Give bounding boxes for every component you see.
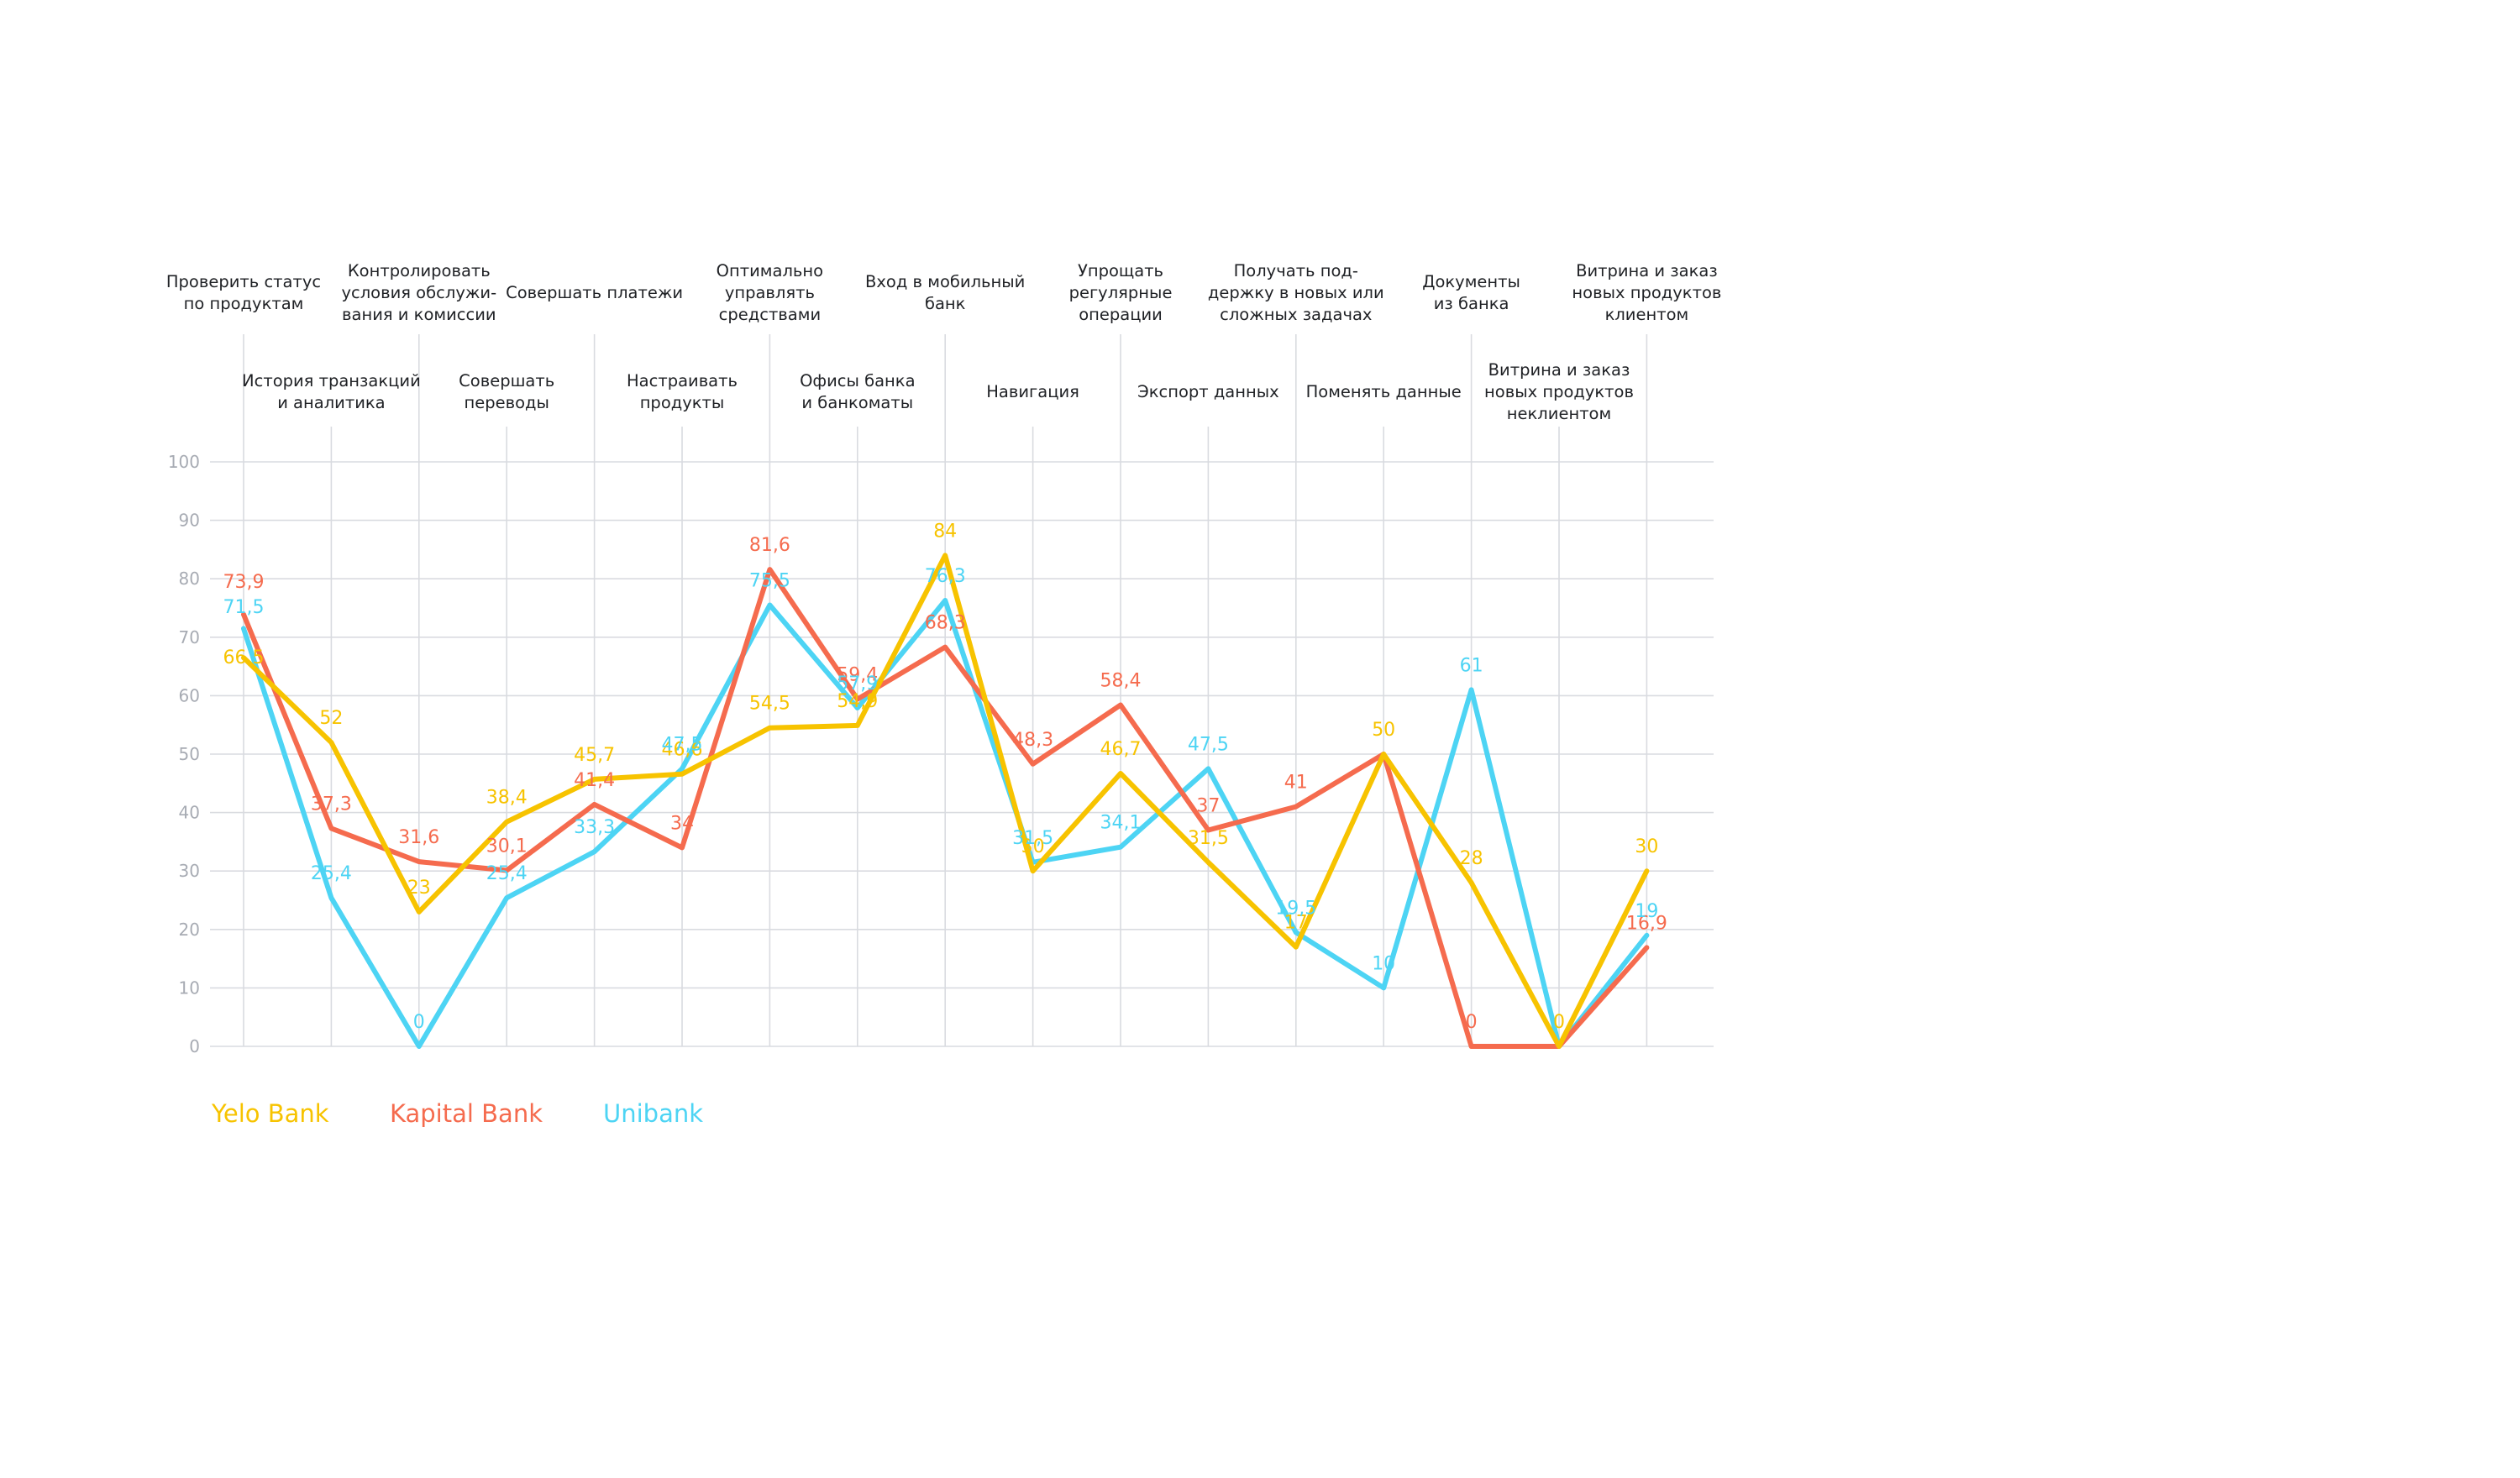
data-label: 45,7 [574,745,615,766]
data-label: 30,1 [486,836,528,857]
data-label: 58,4 [1100,671,1142,692]
data-label: 33,3 [574,817,615,838]
data-label: 46,7 [1100,739,1142,760]
data-label: 25,4 [311,863,352,884]
category-label: Совершать платежи [506,283,683,302]
grid [210,461,1714,1047]
category-label: Оптимально управлять средствами [717,261,823,324]
category-label: Документы из банка [1422,272,1520,313]
data-label: 54,5 [749,694,790,715]
category-label: Навигация [986,382,1079,401]
data-label: 68,3 [925,613,966,634]
data-label: 41,4 [574,770,615,791]
data-label: 52 [319,708,343,729]
data-label: 31,5 [1188,828,1229,849]
data-label: 54,9 [837,691,878,712]
category-label: Витрина и заказ новых продуктов клиентом [1572,261,1721,324]
legend: Yelo Bank Kapital Bank Unibank [211,1099,703,1128]
y-tick-label: 90 [179,511,200,531]
category-labels: Проверить статус по продуктам История тран… [166,261,1721,423]
data-label: 0 [413,1012,425,1033]
legend-item-unibank: Unibank [603,1099,703,1128]
category-label: Проверить статус по продуктам [166,272,321,313]
data-label: 47,5 [1188,734,1229,755]
category-label: Упрощать регулярные операции [1069,261,1173,324]
data-label: 34 [670,813,694,834]
data-label: 28 [1460,848,1483,869]
y-tick-label: 40 [179,803,200,823]
series-line-yelo-bank [241,553,1650,1049]
data-label: 16,9 [1626,913,1667,934]
data-label: 30 [1021,836,1045,857]
data-label: 17 [1284,913,1308,934]
series-line-kapital-bank [241,567,1650,1049]
category-label: Офисы банка и банкоматы [800,371,915,412]
data-label: 10 [1372,953,1395,974]
data-label: 0 [1466,1012,1478,1033]
y-tick-label: 20 [179,920,200,940]
data-label: 31,6 [398,827,439,848]
y-tick-label: 60 [179,685,200,705]
data-label: 76,3 [925,566,966,587]
data-labels: 66,5 52 23 38,4 45,7 46,6 54,5 54,9 84 30 46,7 31,5… [223,521,1667,1033]
category-guides [243,334,1648,1046]
data-label: 41 [1284,773,1308,794]
data-label: 30 [1635,836,1658,857]
category-label: Поменять данные [1306,382,1462,401]
data-label: 46,6 [662,740,703,761]
data-label: 84 [933,521,957,542]
data-label: 75,5 [749,571,790,592]
category-label: Совершать переводы [459,371,554,412]
data-label: 50 [1372,720,1395,741]
data-label: 23 [407,878,431,899]
data-label: 19,5 [1275,898,1316,919]
data-label: 81,6 [749,535,790,556]
data-label: 61 [1460,655,1483,676]
data-label: 0 [1553,1012,1565,1033]
data-label: 37,3 [311,794,352,815]
data-label: 34,1 [1100,813,1142,834]
y-tick-label: 10 [179,977,200,998]
y-tick-label: 0 [189,1036,200,1056]
data-label: 37 [1196,795,1220,816]
y-tick-label: 70 [179,627,200,647]
data-label: 31,5 [1012,828,1053,849]
category-label: Контролировать условия обслужи-вания и ко… [341,261,496,324]
data-label: 38,4 [486,788,528,809]
legend-item-yelo-bank: Yelo Bank [211,1099,329,1128]
y-tick-label: 100 [168,452,200,472]
category-label: Настраивать продукты [627,371,738,412]
category-label: Витрина и заказ новых продуктов неклиентом [1484,360,1634,423]
data-label: 73,9 [223,572,265,593]
series-lines [241,553,1650,1049]
category-label: Вход в мобильный банк [865,272,1025,313]
data-label: 25,4 [486,863,528,884]
category-label: История транзакций и аналитика [242,371,421,412]
data-label: 19 [1635,901,1658,922]
data-label: 47,5 [662,734,703,755]
y-axis-ticks: 0 10 20 30 40 50 60 70 80 90 100 [168,452,200,1056]
category-label: Экспорт данных [1137,382,1279,401]
data-label: 71,5 [223,597,265,618]
y-tick-label: 50 [179,744,200,764]
data-label: 48,3 [1012,730,1053,751]
series-line-unibank [241,598,1650,1049]
category-label: Получать под-держку в новых или сложных з… [1208,261,1384,324]
data-label: 59,4 [837,665,878,686]
y-tick-label: 30 [179,861,200,881]
data-label: 66,5 [223,647,265,668]
legend-item-kapital-bank: Kapital Bank [390,1099,543,1128]
data-label: 57,9 [837,673,878,694]
y-tick-label: 80 [179,569,200,589]
